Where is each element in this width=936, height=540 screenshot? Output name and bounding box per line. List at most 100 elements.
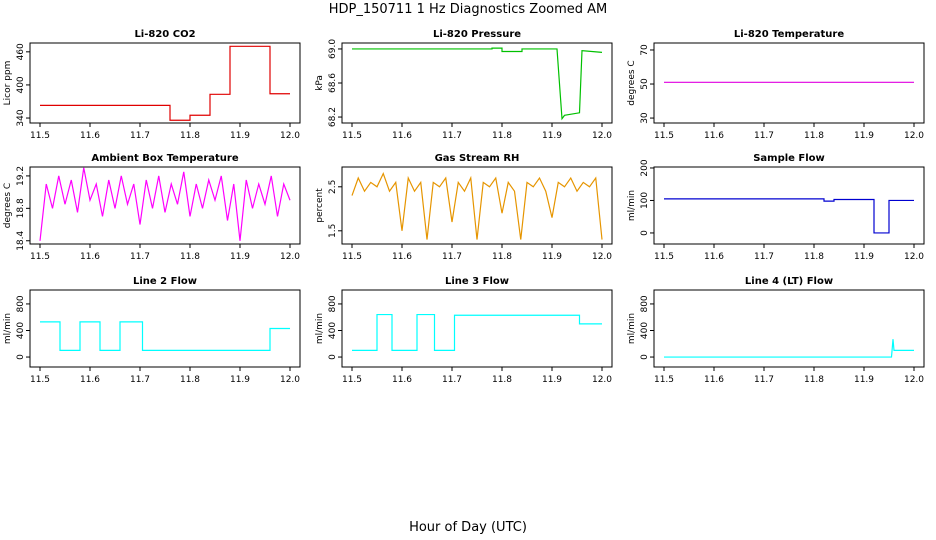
x-tick-label: 11.8 [180, 252, 200, 262]
y-tick-label: 800 [640, 295, 650, 312]
plot-box [653, 289, 925, 368]
x-tick-label: 11.7 [442, 252, 462, 262]
x-tick-label: 11.6 [704, 131, 724, 141]
y-axis-label: ml/min [627, 313, 637, 344]
y-tick-label: 400 [16, 76, 26, 93]
x-tick-label: 11.9 [854, 131, 874, 141]
x-tick-label: 11.7 [130, 252, 150, 262]
x-tick-label: 11.6 [392, 252, 412, 262]
x-tick-label: 11.7 [130, 131, 150, 141]
data-line [664, 339, 914, 358]
x-tick-label: 11.6 [392, 375, 412, 385]
y-axis-label: degrees C [3, 183, 13, 228]
y-tick-label: 400 [640, 322, 650, 339]
y-tick-label: 0 [328, 354, 338, 360]
x-tick-label: 11.5 [654, 375, 674, 385]
data-line [40, 321, 290, 352]
y-axis-label: Licor ppm [3, 61, 13, 106]
x-tick-label: 11.7 [754, 252, 774, 262]
x-tick-label: 11.8 [804, 375, 824, 385]
data-line [352, 313, 602, 352]
plot-box [341, 166, 613, 245]
y-tick-label: 0 [16, 354, 26, 360]
y-tick-label: 0 [640, 354, 650, 360]
x-tick-label: 11.6 [80, 375, 100, 385]
y-axis-label: ml/min [3, 313, 13, 344]
x-tick-label: 11.5 [30, 131, 50, 141]
y-axis-label: ml/min [315, 313, 325, 344]
x-tick-label: 11.8 [492, 252, 512, 262]
panel-title: Li-820 Temperature [734, 29, 844, 40]
y-tick-label: 2.5 [328, 180, 338, 194]
y-tick-label: 70 [640, 44, 650, 56]
x-tick-label: 11.5 [342, 131, 362, 141]
plot-box [653, 42, 925, 124]
plot-box [341, 42, 613, 124]
x-tick-label: 11.9 [230, 375, 250, 385]
y-tick-label: 68.2 [328, 107, 338, 127]
x-tick-label: 12.0 [592, 375, 612, 385]
y-tick-label: 800 [328, 295, 338, 312]
y-tick-label: 800 [16, 295, 26, 312]
y-tick-label: 400 [328, 322, 338, 339]
x-tick-label: 11.9 [854, 375, 874, 385]
x-tick-label: 11.7 [754, 375, 774, 385]
data-line [664, 198, 914, 234]
y-tick-label: 30 [640, 112, 650, 124]
x-tick-label: 12.0 [592, 131, 612, 141]
plot-box [29, 42, 301, 124]
x-tick-label: 11.9 [542, 252, 562, 262]
panel-title: Ambient Box Temperature [91, 153, 238, 164]
x-tick-label: 11.9 [542, 131, 562, 141]
y-tick-label: 200 [640, 159, 650, 176]
x-tick-label: 11.7 [442, 131, 462, 141]
plot-box [653, 166, 925, 245]
x-tick-label: 12.0 [904, 375, 924, 385]
x-tick-label: 11.5 [30, 375, 50, 385]
x-tick-label: 11.5 [342, 252, 362, 262]
x-tick-label: 11.6 [80, 252, 100, 262]
y-tick-label: 68.6 [328, 73, 338, 93]
panel-title: Line 3 Flow [445, 276, 509, 287]
data-line [40, 45, 290, 121]
panel-title: Line 2 Flow [133, 276, 197, 287]
data-line [352, 47, 603, 121]
x-tick-label: 11.7 [442, 375, 462, 385]
x-tick-label: 11.8 [180, 131, 200, 141]
plot-box [29, 289, 301, 368]
x-tick-label: 11.9 [230, 252, 250, 262]
x-tick-label: 12.0 [904, 131, 924, 141]
y-tick-label: 1.5 [328, 224, 338, 238]
panel-title: Li-820 Pressure [433, 29, 521, 40]
panel-title: Line 4 (LT) Flow [745, 276, 833, 287]
x-tick-label: 11.8 [804, 252, 824, 262]
page-title: HDP_150711 1 Hz Diagnostics Zoomed AM [329, 2, 608, 17]
y-tick-label: 460 [16, 43, 26, 60]
x-tick-label: 11.8 [492, 131, 512, 141]
x-tick-label: 12.0 [592, 252, 612, 262]
x-tick-label: 11.7 [754, 131, 774, 141]
y-tick-label: 100 [640, 192, 650, 209]
y-tick-label: 18.8 [16, 198, 26, 218]
data-line [351, 172, 603, 240]
y-tick-label: 0 [640, 230, 650, 236]
y-tick-label: 19.2 [16, 166, 26, 186]
y-tick-label: 69.0 [328, 39, 338, 59]
x-tick-label: 11.8 [180, 375, 200, 385]
y-axis-label: percent [315, 188, 325, 223]
y-tick-label: 340 [16, 109, 26, 126]
y-axis-label: ml/min [627, 190, 637, 221]
plot-box [341, 289, 613, 368]
y-axis-label: kPa [315, 75, 325, 91]
y-tick-label: 400 [16, 322, 26, 339]
x-tick-label: 11.7 [130, 375, 150, 385]
plot-box [29, 166, 301, 245]
x-tick-label: 11.5 [30, 252, 50, 262]
x-tick-label: 11.6 [704, 252, 724, 262]
x-tick-label: 11.5 [342, 375, 362, 385]
x-tick-label: 12.0 [280, 375, 300, 385]
x-tick-label: 12.0 [280, 252, 300, 262]
x-tick-label: 11.5 [654, 131, 674, 141]
data-line [39, 167, 291, 241]
x-tick-label: 11.8 [804, 131, 824, 141]
